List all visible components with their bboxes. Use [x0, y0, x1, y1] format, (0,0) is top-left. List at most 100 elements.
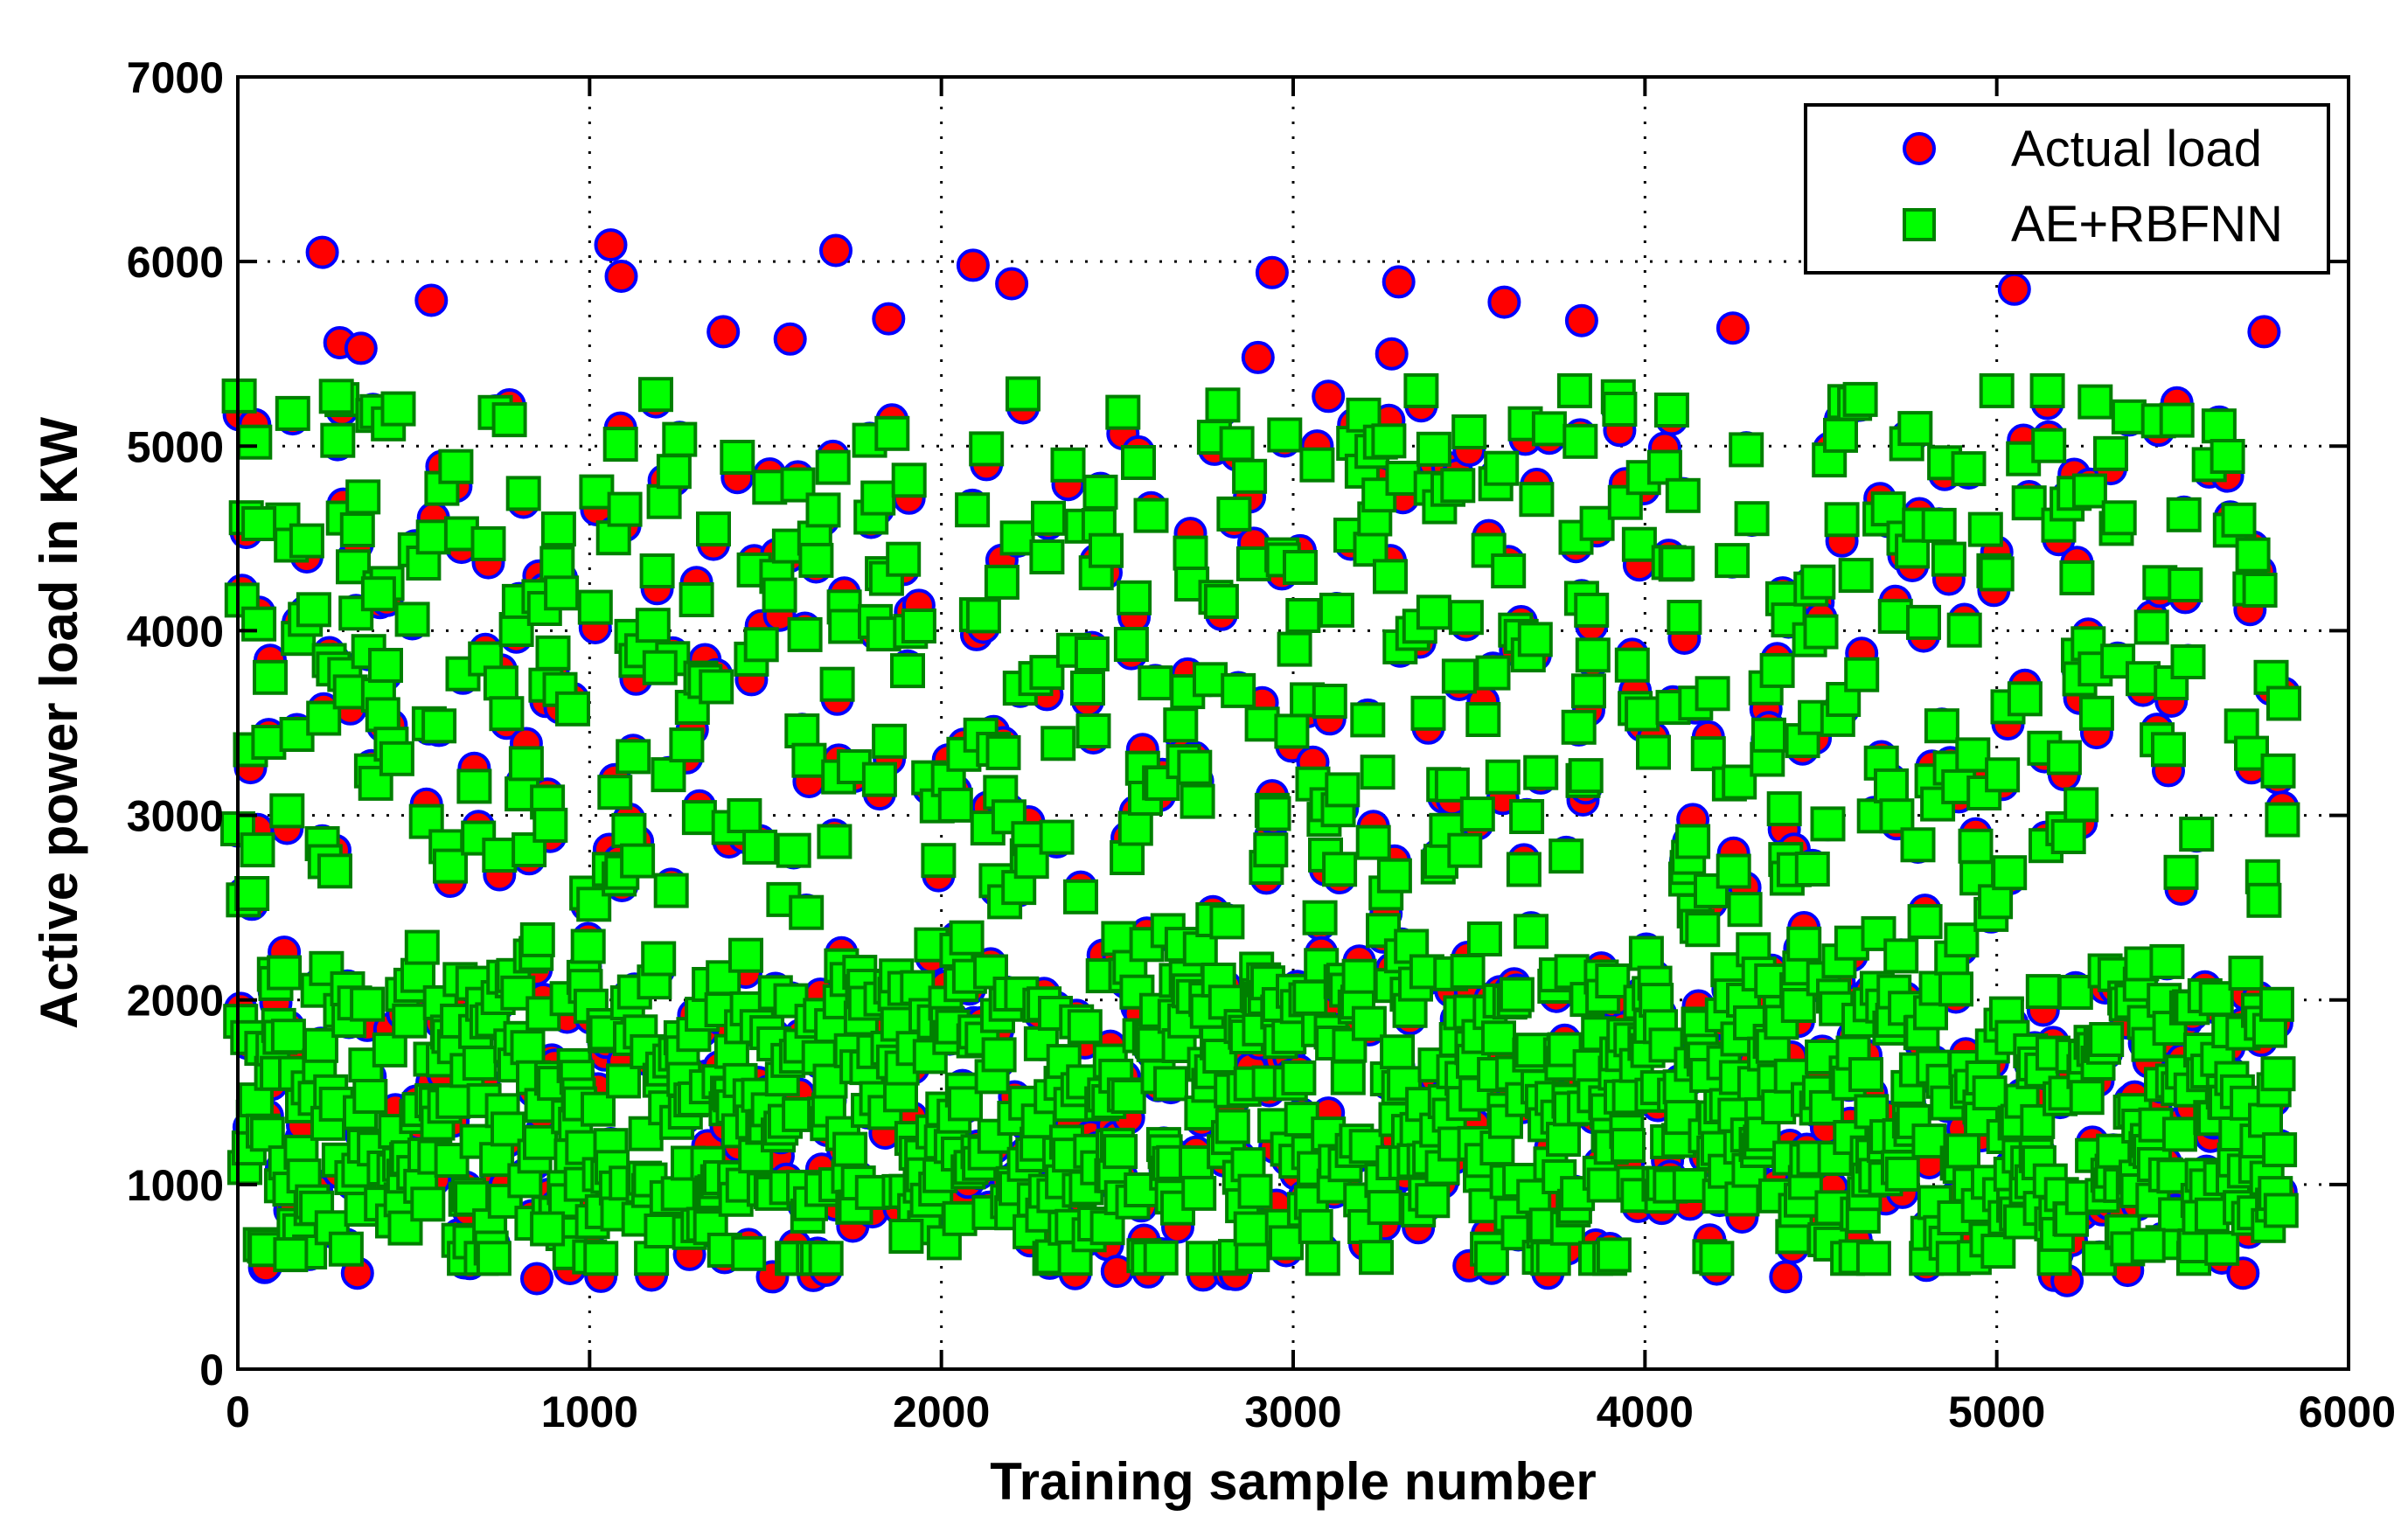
ae-rbfnn-point [1838, 558, 1874, 594]
ae-rbfnn-point [1312, 684, 1347, 719]
ae-rbfnn-point [1031, 500, 1066, 536]
ae-rbfnn-point [1119, 974, 1155, 1010]
ae-rbfnn-point [1160, 1190, 1195, 1226]
ae-rbfnn-point [2111, 399, 2147, 435]
legend-marker-ae-rbfnn [1903, 208, 1936, 241]
y-tick-label: 5000 [127, 422, 224, 471]
ae-rbfnn-point [454, 1180, 490, 1216]
ae-rbfnn-point [2234, 735, 2269, 771]
ae-rbfnn-point [2258, 986, 2294, 1022]
actual-load-point [2247, 315, 2281, 349]
ae-rbfnn-point [2248, 1102, 2283, 1138]
ae-rbfnn-point [999, 520, 1035, 556]
ae-rbfnn-point [1575, 637, 1611, 673]
ae-rbfnn-point [1070, 671, 1105, 706]
ae-rbfnn-point [1848, 1057, 1883, 1093]
y-tick-label: 2000 [127, 977, 224, 1026]
ae-rbfnn-point [1040, 726, 1076, 762]
ae-rbfnn-point [1690, 736, 1726, 772]
ae-rbfnn-point [1006, 376, 1040, 412]
legend: Actual load AE+RBFNN [1804, 103, 2330, 275]
ae-rbfnn-point [1283, 550, 1318, 585]
ae-rbfnn-point [1082, 474, 1118, 510]
ae-rbfnn-point [1667, 600, 1702, 635]
ae-rbfnn-point [1715, 543, 1750, 579]
ae-rbfnn-point [1424, 1150, 1460, 1186]
ae-rbfnn-point [581, 1091, 616, 1127]
ae-rbfnn-point [639, 553, 675, 588]
ae-rbfnn-point [2263, 1193, 2299, 1228]
ae-rbfnn-point [489, 696, 525, 732]
ae-rbfnn-point [1855, 1241, 1891, 1276]
ae-rbfnn-point [1967, 511, 2003, 547]
ae-rbfnn-point [1371, 423, 1407, 459]
ae-rbfnn-point [1121, 445, 1156, 480]
ae-rbfnn-point [942, 1200, 978, 1236]
ae-rbfnn-point [1786, 926, 1822, 962]
ae-rbfnn-point [1794, 852, 1830, 887]
ae-rbfnn-point [2159, 402, 2195, 438]
ae-rbfnn-point [2198, 981, 2234, 1017]
ae-rbfnn-point [1285, 598, 1321, 633]
ae-rbfnn-point [2007, 681, 2043, 717]
ae-rbfnn-point [1103, 1134, 1138, 1170]
ae-rbfnn-point [1870, 491, 1906, 527]
ae-rbfnn-point [2059, 560, 2095, 595]
ae-rbfnn-point [1029, 539, 1065, 574]
ae-rbfnn-point [253, 659, 288, 695]
ae-rbfnn-point [1459, 796, 1495, 832]
x-tick-label: 5000 [1948, 1387, 2045, 1436]
ae-rbfnn-point [2093, 435, 2128, 471]
ae-rbfnn-point [404, 929, 440, 965]
ae-rbfnn-point [273, 1237, 309, 1273]
ae-rbfnn-point [1267, 417, 1303, 453]
ae-rbfnn-point [1883, 938, 1919, 974]
ae-rbfnn-point [1416, 431, 1451, 467]
actual-load-point [995, 267, 1029, 301]
ae-rbfnn-point [1727, 892, 1763, 928]
ae-rbfnn-point [1519, 482, 1555, 518]
ae-rbfnn-point [2246, 882, 2282, 918]
ae-rbfnn-point [275, 395, 310, 431]
ae-rbfnn-point [1716, 853, 1751, 889]
x-tick-label: 3000 [1244, 1387, 1341, 1436]
ae-rbfnn-point [1980, 1234, 2016, 1269]
ae-rbfnn-point [1660, 546, 1695, 581]
ae-rbfnn-point [1050, 447, 1086, 483]
ae-rbfnn-point [1434, 767, 1470, 803]
ae-rbfnn-point [1499, 977, 1535, 1012]
ae-rbfnn-point [579, 474, 615, 510]
ae-rbfnn-point [1475, 655, 1511, 691]
ae-rbfnn-point [1722, 764, 1757, 800]
ae-rbfnn-point [372, 1032, 407, 1067]
ae-rbfnn-point [901, 609, 936, 643]
ae-rbfnn-point [651, 757, 686, 793]
ae-rbfnn-point [1244, 706, 1280, 742]
ae-rbfnn-point [482, 838, 518, 873]
ae-rbfnn-point [1089, 532, 1124, 568]
ae-rbfnn-point [328, 1231, 364, 1267]
actual-load-point [305, 235, 339, 269]
ae-rbfnn-point [2265, 802, 2300, 838]
ae-rbfnn-point [1153, 1066, 1188, 1102]
ae-rbfnn-point [762, 577, 797, 613]
ae-rbfnn-point [1636, 734, 1671, 770]
ae-rbfnn-point [1253, 832, 1289, 868]
ae-rbfnn-point [699, 669, 734, 705]
y-tick-label: 6000 [127, 238, 224, 287]
actual-load-point [594, 228, 628, 262]
ae-rbfnn-point [2168, 567, 2203, 602]
ae-rbfnn-point [1621, 526, 1657, 562]
ae-rbfnn-point [2170, 644, 2206, 679]
ae-rbfnn-point [1353, 532, 1388, 567]
ae-rbfnn-point [1039, 819, 1075, 855]
actual-load-point [1255, 255, 1289, 289]
ae-rbfnn-point [2149, 943, 2185, 979]
ae-rbfnn-point [965, 598, 1001, 634]
ae-rbfnn-point [318, 379, 354, 414]
legend-label-ae-rbfnn: AE+RBFNN [2011, 196, 2283, 253]
ae-rbfnn-point [616, 739, 651, 775]
ae-rbfnn-point [1810, 806, 1846, 842]
ae-rbfnn-point [1665, 477, 1701, 513]
ae-rbfnn-point [886, 541, 922, 577]
